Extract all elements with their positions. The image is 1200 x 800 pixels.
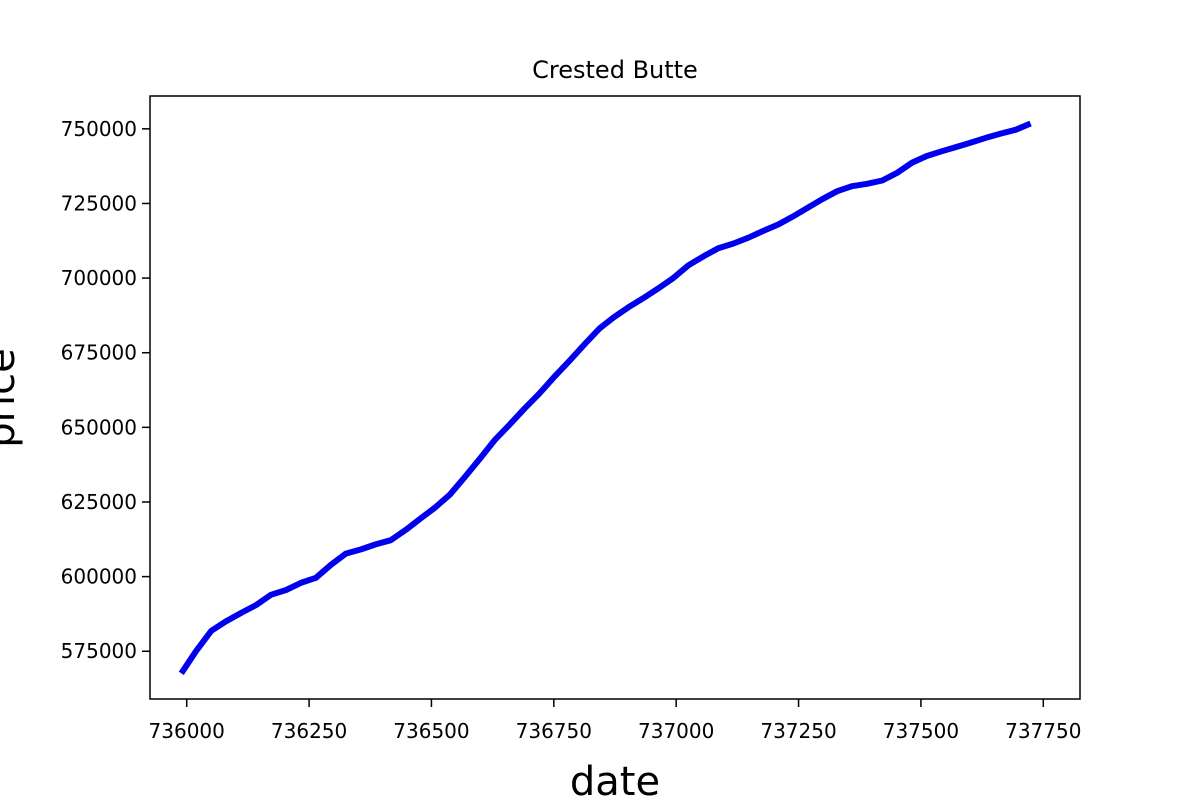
y-tick-label: 575000 [61, 639, 137, 663]
x-tick-label: 736500 [393, 719, 469, 743]
chart-title: Crested Butte [532, 56, 698, 84]
x-tick-label: 737750 [1005, 719, 1081, 743]
x-tick-label: 736750 [516, 719, 592, 743]
x-tick-label: 736250 [271, 719, 347, 743]
y-tick-label: 675000 [61, 341, 137, 365]
x-tick-label: 737250 [760, 719, 836, 743]
y-tick-label: 625000 [61, 490, 137, 514]
plot-frame [149, 95, 1081, 700]
x-axis-label: date [570, 759, 660, 800]
plot-area [178, 120, 1032, 675]
y-tick-label: 725000 [61, 191, 137, 215]
x-tick-label: 736000 [149, 719, 225, 743]
y-axis-ticks: 575000 600000 625000 650000 675000 700000 7250… [61, 117, 150, 663]
y-tick-label: 750000 [61, 117, 137, 141]
y-tick-label: 650000 [61, 415, 137, 439]
y-tick-label: 700000 [61, 266, 137, 290]
x-tick-label: 737500 [883, 719, 959, 743]
y-tick-label: 600000 [61, 565, 137, 589]
x-axis-ticks: 736000 736250 736500 736750 737000 737250 7375… [149, 699, 1081, 743]
x-tick-label: 737000 [638, 719, 714, 743]
price-series-line [178, 120, 1032, 675]
y-axis-label: price [0, 348, 24, 448]
